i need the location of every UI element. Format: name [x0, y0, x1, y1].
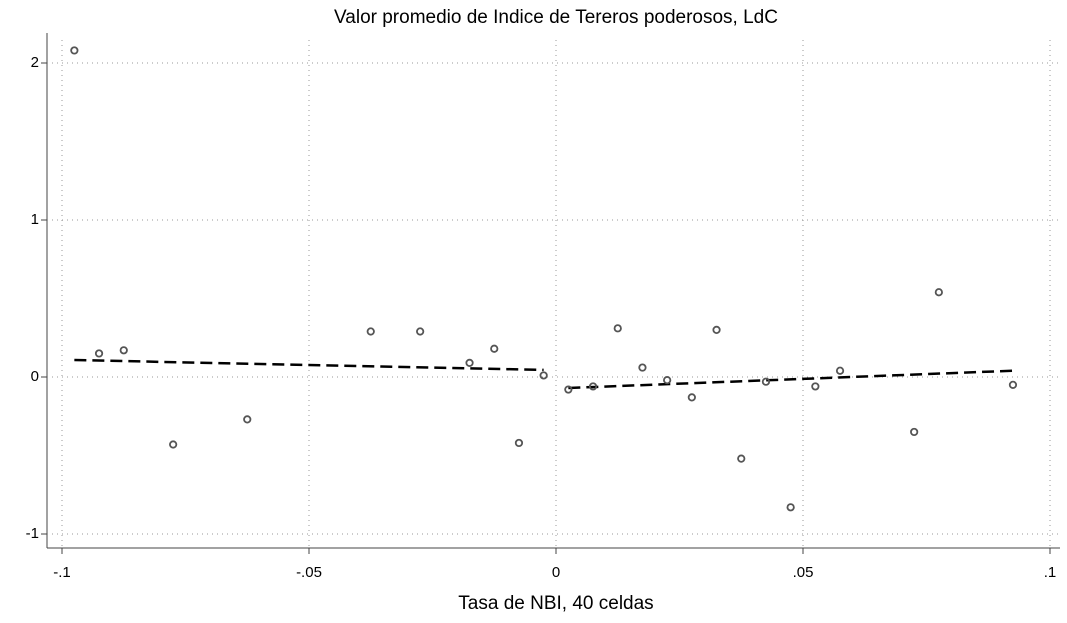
point: [465, 358, 474, 367]
point: [761, 377, 771, 386]
fit-line: [74, 358, 544, 372]
point: [169, 440, 178, 449]
point: [663, 376, 672, 385]
point: [366, 327, 375, 336]
y-tick-label: 1: [31, 211, 39, 228]
point: [243, 415, 252, 424]
point: [564, 385, 573, 394]
point: [94, 349, 104, 358]
point: [416, 327, 425, 336]
fit-line: [568, 369, 1013, 390]
y-tick-label: 0: [31, 368, 39, 385]
y-tick-label: -1: [26, 525, 39, 542]
x-tick-label: -.05: [296, 564, 322, 581]
x-tick-label: .05: [793, 564, 814, 581]
chart-title: Valor promedio de Indice de Tereros pode…: [334, 7, 778, 28]
point: [588, 382, 598, 391]
x-tick-label: .1: [1044, 564, 1057, 581]
x-tick-label: -.1: [53, 564, 71, 581]
y-tick-label: 2: [31, 54, 39, 71]
point: [934, 288, 943, 297]
x-tick-label: 0: [552, 564, 560, 581]
point: [539, 371, 548, 380]
point: [490, 344, 499, 353]
x-axis-label: Tasa de NBI, 40 celdas: [458, 593, 653, 614]
point: [1008, 380, 1018, 389]
point: [835, 366, 845, 375]
point: [786, 503, 795, 512]
point: [737, 454, 746, 463]
point: [638, 363, 647, 372]
point: [910, 427, 919, 437]
point: [613, 324, 622, 333]
point: [811, 382, 820, 391]
point: [687, 393, 696, 402]
point: [514, 438, 524, 448]
point: [712, 325, 721, 334]
point: [70, 46, 79, 55]
point: [119, 346, 128, 355]
